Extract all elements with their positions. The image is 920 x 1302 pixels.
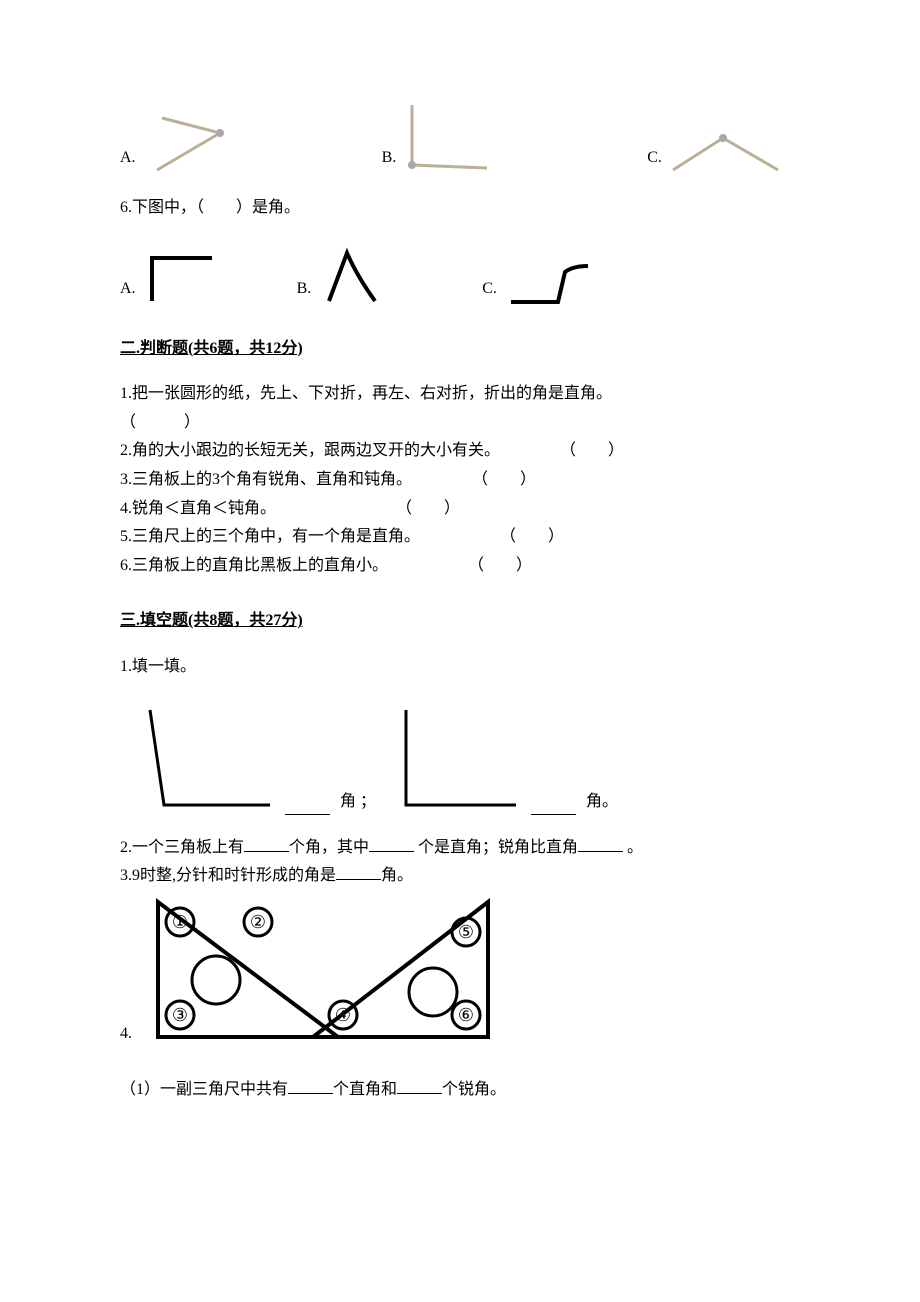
s3-q2-c: 个是直角；锐角比直角 [414, 839, 578, 856]
s3-q4-1b: 个直角和 [333, 1081, 397, 1098]
s3-q2-b: 个角，其中 [289, 839, 369, 856]
s3-q4-1-blank2[interactable] [397, 1078, 442, 1094]
q5-c-svg [668, 130, 788, 175]
s2-q1-paren: （ ） [120, 410, 800, 436]
s2-q2-paren: （ ） [560, 438, 624, 464]
s3-q1-blank1[interactable] [285, 799, 330, 815]
s2-q1-text: 1.把一张圆形的纸，先上、下对折，再左、右对折，折出的角是直角。 [120, 381, 800, 407]
s3-q2-d: 。 [623, 839, 643, 856]
q6-b-label: B. [297, 276, 312, 302]
q5-option-b: B. [382, 100, 498, 175]
section3-title: 三.填空题(共8题，共27分) [120, 608, 800, 634]
q5-option-a: A. [120, 115, 232, 175]
s2-q3: 3.三角板上的3个角有锐角、直角和钝角。 （ ） [120, 467, 800, 493]
s3-q4-label: 4. [120, 1021, 132, 1047]
s2-q6-paren: （ ） [468, 553, 532, 579]
s2-q3-paren: （ ） [472, 467, 536, 493]
s2-q1: 1.把一张圆形的纸，先上、下对折，再左、右对折，折出的角是直角。 （ ） [120, 381, 800, 435]
q5-b-svg [402, 100, 497, 175]
s3-q2-blank2[interactable] [369, 836, 414, 852]
s3-q1-label: 1.填一填。 [120, 654, 800, 680]
q6-option-b: B. [297, 241, 383, 306]
s3-q2: 2.一个三角板上有 个角，其中 个是直角；锐角比直角 。 [120, 835, 800, 861]
s3-q1-svgA [120, 700, 275, 815]
s2-q6-text: 6.三角板上的直角比黑板上的直角小。 [120, 553, 388, 579]
q6-a-label: A. [120, 276, 136, 302]
q6-b-svg [317, 241, 382, 306]
s2-q3-text: 3.三角板上的3个角有锐角、直角和钝角。 [120, 467, 412, 493]
s3-q4-svg: ① ② ③ ④ ⑤ ⑥ [138, 892, 498, 1047]
q5-c-label: C. [647, 145, 662, 171]
s2-q5: 5.三角尺上的三个角中，有一个角是直角。 （ ） [120, 524, 800, 550]
s3-q4-1: （1）一副三角尺中共有 个直角和 个锐角。 [120, 1077, 800, 1103]
s3-q4-1-blank1[interactable] [288, 1078, 333, 1094]
q6-c-svg [503, 244, 598, 306]
s3-q2-blank1[interactable] [244, 836, 289, 852]
s3-q1-suffix1: 角 ； [340, 789, 376, 815]
q6-option-a: A. [120, 246, 217, 306]
s3-q1-figures: 角 ； 角。 [120, 700, 800, 815]
svg-text:⑤: ⑤ [458, 922, 474, 942]
s3-q1-suffix2: 角。 [586, 789, 618, 815]
s3-q2-a: 2.一个三角板上有 [120, 839, 244, 856]
s3-q2-blank3[interactable] [578, 836, 623, 852]
q5-option-c: C. [647, 130, 788, 175]
svg-text:①: ① [172, 912, 188, 932]
s2-q2-text: 2.角的大小跟边的长短无关，跟两边叉开的大小有关。 [120, 438, 500, 464]
svg-text:③: ③ [172, 1005, 188, 1025]
q6-option-c: C. [482, 244, 598, 306]
q5-a-label: A. [120, 145, 136, 171]
q5-a-svg [142, 115, 232, 175]
s3-q3-blank[interactable] [336, 864, 381, 880]
svg-text:②: ② [250, 912, 266, 932]
s3-q4-1c: 个锐角。 [442, 1081, 506, 1098]
svg-text:④: ④ [335, 1005, 351, 1025]
s2-q4-paren: （ ） [396, 496, 460, 522]
s3-q1-blank2[interactable] [531, 799, 576, 815]
svg-text:⑥: ⑥ [458, 1005, 474, 1025]
q6-text: 6.下图中，（ ）是角。 [120, 195, 800, 221]
s3-q3: 3.9时整,分针和时针形成的角是 角。 [120, 863, 800, 889]
s2-q5-text: 5.三角尺上的三个角中，有一个角是直角。 [120, 524, 420, 550]
s3-q3-a: 3.9时整,分针和时针形成的角是 [120, 867, 336, 884]
s2-q4-text: 4.锐角＜直角＜钝角。 [120, 496, 276, 522]
q6-c-label: C. [482, 276, 497, 302]
s3-q4-row: 4. ① ② ③ ④ ⑤ ⑥ [120, 892, 800, 1047]
q5-b-label: B. [382, 145, 397, 171]
s3-q4-1a: （1）一副三角尺中共有 [120, 1081, 288, 1098]
s2-q4: 4.锐角＜直角＜钝角。 （ ） [120, 496, 800, 522]
q6-a-svg [142, 246, 217, 306]
s3-q1-svgB [386, 700, 521, 815]
s2-q6: 6.三角板上的直角比黑板上的直角小。 （ ） [120, 553, 800, 579]
s2-q2: 2.角的大小跟边的长短无关，跟两边叉开的大小有关。 （ ） [120, 438, 800, 464]
section2-title: 二.判断题(共6题，共12分) [120, 336, 800, 362]
s3-q3-b: 角。 [381, 867, 413, 884]
q6-options-row: A. B. C. [120, 241, 800, 306]
q5-options-row: A. B. C. [120, 100, 800, 175]
s2-q5-paren: （ ） [500, 524, 564, 550]
